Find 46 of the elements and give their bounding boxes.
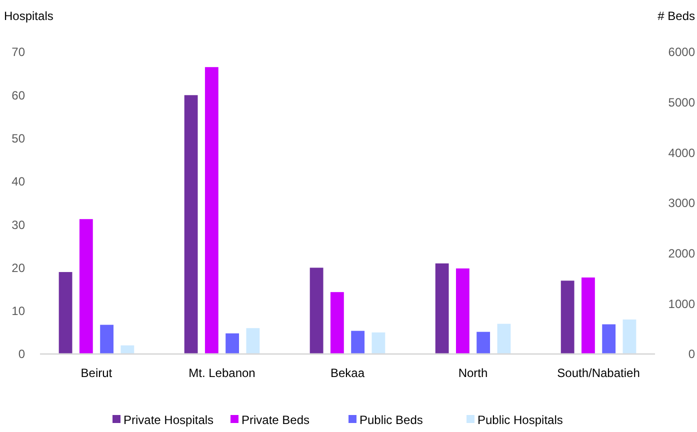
bar — [79, 219, 93, 354]
y-tick-label: 70 — [12, 45, 26, 60]
bar — [476, 332, 490, 354]
bar — [330, 292, 344, 354]
x-tick-label: Mt. Lebanon — [188, 366, 256, 380]
bar — [497, 324, 511, 354]
y2-tick-label: 2000 — [668, 246, 696, 261]
bar — [372, 332, 386, 354]
y2-tick-label: 1000 — [668, 296, 696, 311]
y2-tick-label: 0 — [688, 347, 696, 362]
bar — [560, 280, 574, 354]
legend-label: Public Hospitals — [478, 413, 563, 427]
y-tick-label: 10 — [12, 304, 26, 318]
bar — [602, 324, 616, 354]
bar — [226, 333, 240, 354]
y-tick-label: 30 — [12, 218, 26, 232]
y2-axis-title: # Beds — [658, 9, 695, 23]
y2-tick-label: 4000 — [668, 146, 696, 160]
y2-tick-label: 5000 — [668, 96, 696, 110]
y-tick-label: 40 — [12, 174, 26, 189]
bar — [622, 319, 636, 354]
legend-label: Private Hospitals — [124, 413, 214, 427]
bar — [435, 263, 449, 354]
y-tick-label: 50 — [12, 131, 26, 146]
bar — [58, 272, 72, 354]
y-tick-label: 60 — [12, 88, 26, 102]
bar — [184, 95, 198, 354]
bar — [456, 268, 470, 354]
x-tick-label: South/Nabatieh — [557, 366, 640, 380]
y-tick-label: 0 — [18, 347, 26, 362]
y-tick-label: 20 — [12, 260, 26, 275]
legend-label: Public Beds — [360, 413, 423, 427]
bar — [310, 268, 324, 354]
bar — [100, 324, 114, 354]
y2-tick-label: 6000 — [668, 45, 696, 60]
bar — [582, 277, 595, 354]
bar — [246, 328, 260, 354]
y-axis-title: Hospitals — [4, 9, 54, 23]
x-tick-label: Beirut — [80, 366, 113, 380]
y2-tick-label: 3000 — [668, 196, 696, 210]
x-tick-label: Bekaa — [330, 366, 365, 380]
bar — [351, 330, 365, 354]
x-tick-label: North — [458, 366, 488, 380]
legend-label: Private Beds — [242, 413, 310, 427]
bar — [120, 345, 134, 354]
bar — [204, 67, 218, 354]
